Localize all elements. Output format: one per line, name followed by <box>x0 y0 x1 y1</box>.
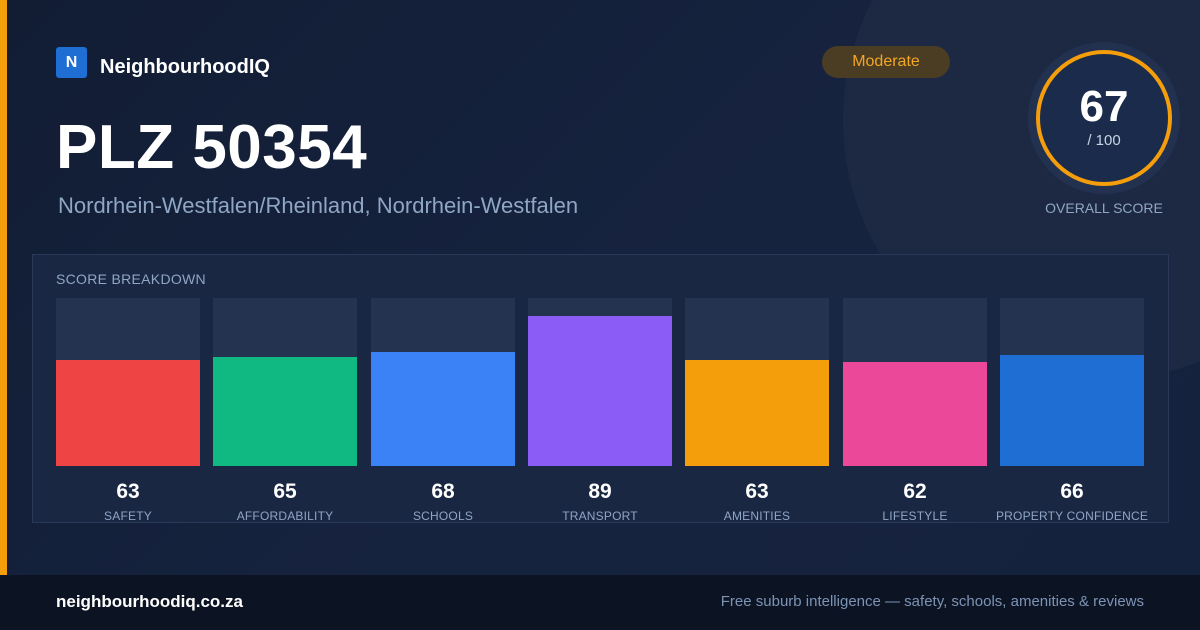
brand[interactable]: N NeighbourhoodIQ <box>56 46 270 79</box>
bar-track-lifestyle <box>843 298 987 466</box>
overall-score-ring <box>1036 50 1172 186</box>
bar-value-transport: 89 <box>588 480 612 503</box>
bar-label-amenities: AMENITIES <box>723 509 791 523</box>
page-title: PLZ 50354 <box>56 113 368 182</box>
brand-logo-icon: N <box>56 47 87 78</box>
bar-label-transport: TRANSPORT <box>562 509 638 523</box>
bar-schools <box>371 352 515 466</box>
bar-track-transport <box>528 298 672 466</box>
bar-label-schools: SCHOOLS <box>412 509 474 523</box>
bar-amenities <box>685 360 829 466</box>
bar-track-safety <box>56 298 200 466</box>
bar-value-lifestyle: 62 <box>903 480 927 503</box>
overall-score-caption: OVERALL SCORE <box>1045 200 1163 216</box>
overall-score-max: / 100 <box>1087 132 1121 149</box>
bar-value-amenities: 63 <box>745 480 769 503</box>
bar-track-amenities <box>685 298 829 466</box>
bar-property-confidence <box>1000 355 1144 466</box>
overall-score-value: 67 <box>1079 82 1129 131</box>
bar-label-affordability: AFFORDABILITY <box>236 509 334 523</box>
bar-label-property-confidence: PROPERTY CONFIDENCE <box>995 509 1149 523</box>
footer-url-link[interactable]: neighbourhoodiq.co.za <box>56 592 243 611</box>
score-breakdown-title: SCORE BREAKDOWN <box>56 271 206 287</box>
bar-transport <box>528 316 672 466</box>
bar-track-property-confidence <box>1000 298 1144 466</box>
bar-value-property-confidence: 66 <box>1060 480 1084 503</box>
rating-badge: Moderate <box>822 46 950 78</box>
bar-label-lifestyle: LIFESTYLE <box>882 509 948 523</box>
bar-label-safety: SAFETY <box>104 509 152 523</box>
bar-lifestyle <box>843 362 987 466</box>
accent-bar <box>0 0 7 575</box>
bar-track-schools <box>371 298 515 466</box>
bar-affordability <box>213 357 357 466</box>
footer-tagline: Free suburb intelligence — safety, schoo… <box>720 593 1144 610</box>
bar-value-safety: 63 <box>116 480 140 503</box>
location-subtitle: Nordrhein-Westfalen/Rheinland, Nordrhein… <box>58 193 579 218</box>
bar-value-affordability: 65 <box>273 480 297 503</box>
footer <box>0 575 1200 630</box>
bar-value-schools: 68 <box>431 480 455 503</box>
brand-name: NeighbourhoodIQ <box>100 56 270 78</box>
bar-safety <box>56 360 200 466</box>
bar-track-affordability <box>213 298 357 466</box>
